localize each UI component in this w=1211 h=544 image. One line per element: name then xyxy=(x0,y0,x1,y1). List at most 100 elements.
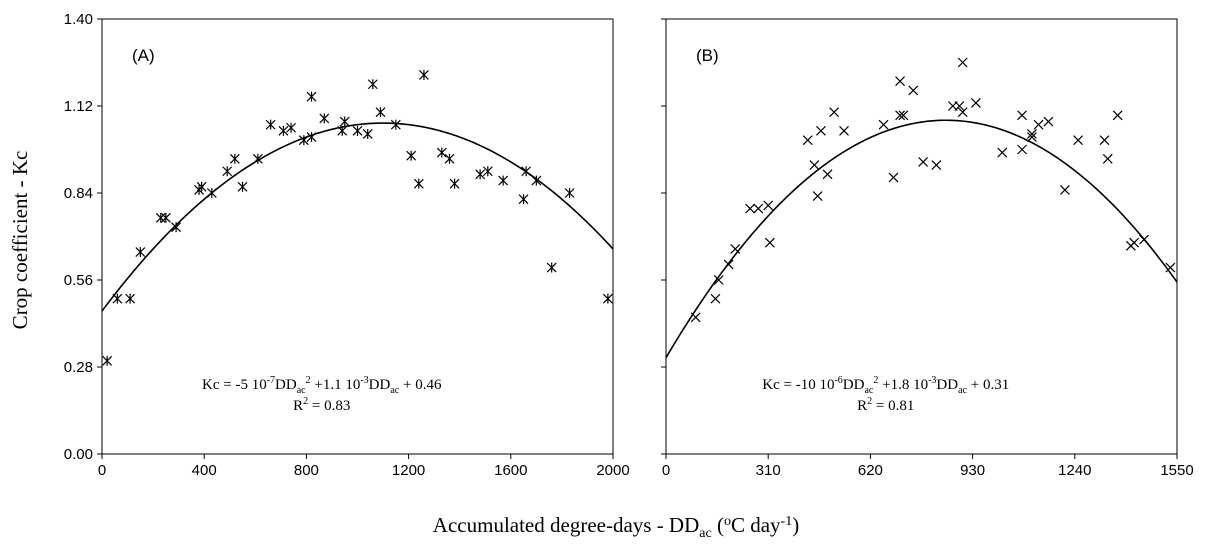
data-point xyxy=(155,212,166,223)
data-point xyxy=(918,157,929,167)
plot-frame xyxy=(665,18,1178,455)
data-point xyxy=(839,125,849,136)
data-point xyxy=(135,247,146,258)
data-point xyxy=(602,293,613,304)
equation-text: +1.8 10 xyxy=(878,377,928,393)
equation-text: Kc = -10 10 xyxy=(762,377,834,393)
data-point xyxy=(970,97,981,108)
data-point xyxy=(957,107,968,118)
data-point xyxy=(812,191,823,202)
equation-subscript: ac xyxy=(297,385,306,396)
equation-exponent: -3 xyxy=(360,375,368,386)
x-tick-label: 800 xyxy=(294,462,319,479)
x-axis-label-unit: C day xyxy=(731,513,781,537)
data-point xyxy=(954,101,965,111)
panel-label: (B) xyxy=(696,46,719,65)
data-point xyxy=(1043,116,1054,127)
data-point xyxy=(367,79,378,90)
r-squared: R2 = 0.83 xyxy=(293,396,350,414)
data-point xyxy=(521,166,532,177)
equation-text: DD xyxy=(275,377,297,393)
data-point xyxy=(337,125,348,136)
equation-exponent: -7 xyxy=(267,375,275,386)
data-point xyxy=(362,128,373,139)
x-axis-label-degree: o xyxy=(724,514,731,529)
data-point xyxy=(475,169,486,180)
equation-text: DD xyxy=(369,377,391,393)
data-point xyxy=(1165,262,1176,273)
panel-label: (A) xyxy=(132,46,155,65)
x-tick-label: 930 xyxy=(960,462,985,479)
data-point xyxy=(1033,119,1044,130)
data-point xyxy=(306,91,317,102)
data-point xyxy=(352,125,363,136)
x-tick-label: 0 xyxy=(98,462,106,479)
fit-curve xyxy=(101,122,614,312)
r-squared-text: R xyxy=(857,398,867,414)
data-point xyxy=(222,166,233,177)
data-point xyxy=(444,153,455,164)
data-point xyxy=(1139,234,1149,245)
data-point xyxy=(809,160,820,170)
data-point xyxy=(406,150,417,161)
equation-subscript: ac xyxy=(390,385,399,396)
equation-text: DD xyxy=(843,377,865,393)
data-point xyxy=(196,181,207,192)
data-point xyxy=(206,188,217,198)
data-point xyxy=(1017,110,1027,121)
data-point xyxy=(286,122,296,133)
data-point xyxy=(171,222,182,233)
data-point xyxy=(829,107,840,118)
data-point xyxy=(816,125,826,136)
x-tick-label: 1550 xyxy=(1160,462,1193,479)
data-point xyxy=(436,147,447,158)
equation-text: +1.1 10 xyxy=(311,377,361,393)
data-point xyxy=(1102,153,1113,164)
r-squared-text: = 0.81 xyxy=(872,398,914,414)
data-point xyxy=(763,200,774,211)
equation-exponent: -6 xyxy=(834,375,842,386)
data-point xyxy=(482,166,493,177)
data-point xyxy=(306,132,317,143)
data-point xyxy=(822,169,833,180)
x-axis-label-exponent: -1 xyxy=(781,514,793,529)
r-squared-exponent: 2 xyxy=(867,396,872,407)
data-point xyxy=(1099,135,1110,146)
data-point xyxy=(298,135,309,146)
y-tick-label: 0.56 xyxy=(64,272,93,289)
data-point xyxy=(878,119,889,130)
fit-curve xyxy=(665,119,1178,359)
x-axis-label-close: ) xyxy=(792,513,799,537)
data-point xyxy=(413,178,424,189)
y-tick-label: 0.84 xyxy=(64,185,93,202)
data-point xyxy=(278,125,289,136)
equation-exponent: -3 xyxy=(928,375,936,386)
data-point xyxy=(518,194,529,205)
data-point xyxy=(1059,184,1070,195)
x-axis-label-paren: ( xyxy=(712,513,724,537)
data-point xyxy=(160,212,171,223)
x-axis-label-sub: ac xyxy=(699,526,711,539)
r-squared-exponent: 2 xyxy=(303,396,308,407)
data-point xyxy=(730,244,741,254)
data-point xyxy=(957,57,968,68)
data-point xyxy=(710,293,721,304)
plot-frame xyxy=(101,18,614,455)
x-tick-label: 310 xyxy=(756,462,781,479)
data-point xyxy=(895,110,905,121)
r-squared-text: = 0.83 xyxy=(308,398,350,414)
data-point xyxy=(449,178,460,189)
fit-equation: Kc = -10 10-6DDac2 +1.8 10-3DDac + 0.31 xyxy=(762,375,1009,396)
r-squared: R2 = 0.81 xyxy=(857,396,914,414)
data-point xyxy=(112,293,123,304)
y-tick-label: 0.28 xyxy=(64,359,93,376)
data-point xyxy=(888,172,899,183)
data-point xyxy=(319,113,330,124)
data-point xyxy=(908,85,919,96)
data-point xyxy=(419,69,429,80)
x-tick-label: 1240 xyxy=(1058,462,1091,479)
data-point xyxy=(931,160,942,170)
panel-a: 0 400 800 1200 1600 2000 0.00 0.28 0.56 0.84 1.12 1… xyxy=(64,11,630,479)
data-point xyxy=(1027,132,1037,142)
